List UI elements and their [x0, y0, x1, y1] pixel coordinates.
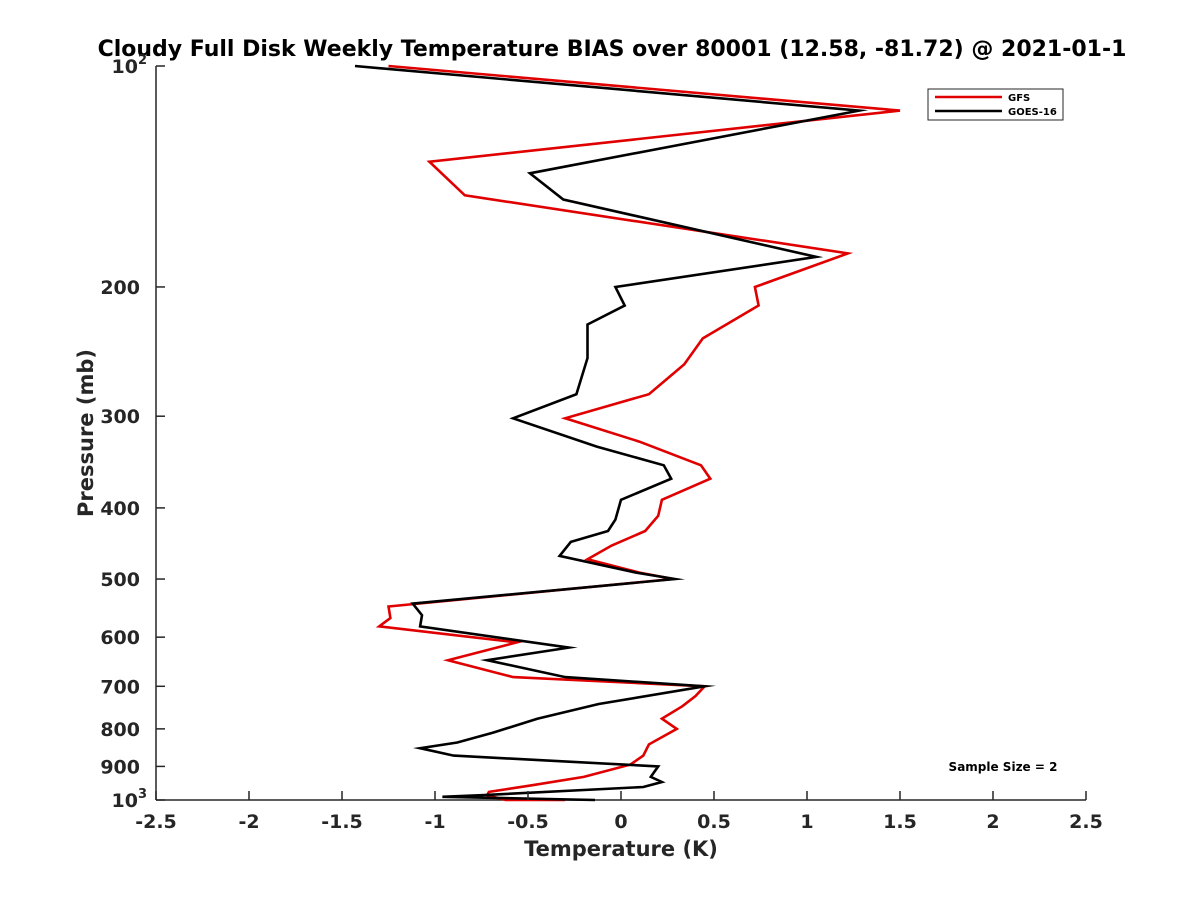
- x-tick-label: 1: [800, 811, 813, 833]
- x-tick-label: -0.5: [507, 811, 549, 833]
- chart-title: Cloudy Full Disk Weekly Temperature BIAS…: [98, 37, 1127, 62]
- y-tick-label: 400: [100, 498, 140, 520]
- y-tick-label: 600: [100, 627, 140, 649]
- y-tick-label: 200: [100, 277, 140, 299]
- x-tick-label: 0.5: [697, 811, 731, 833]
- series-layer: [354, 64, 901, 802]
- y-axis-label: Pressure (mb): [74, 349, 98, 517]
- x-tick-label: -2.5: [135, 811, 177, 833]
- y-tick-label: 103: [112, 787, 148, 812]
- legend-label: GOES-16: [1008, 107, 1057, 118]
- legend-box: [927, 88, 1064, 121]
- x-tick-label: 0: [614, 811, 627, 833]
- y-tick-label: 500: [100, 569, 140, 591]
- y-tick-label: 300: [100, 406, 140, 428]
- x-tick-label: 2: [986, 811, 999, 833]
- y-tick-label: 800: [100, 719, 140, 741]
- y-tick-label: 102: [112, 53, 148, 78]
- series-line-gfs: [375, 64, 901, 802]
- series-line-goes-16: [354, 64, 869, 802]
- y-tick-label: 700: [100, 676, 140, 698]
- x-tick-label: -1: [424, 811, 445, 833]
- x-tick-label: -1.5: [321, 811, 363, 833]
- plot-area: -2.5 -2 -1.5 -1 -0.5 0 0.5 1 1.5 2 2.5 102 200 300 40…: [100, 53, 1103, 833]
- x-axis-ticks: -2.5 -2 -1.5 -1 -0.5 0 0.5 1 1.5 2 2.5: [135, 791, 1103, 833]
- x-axis-label: Temperature (K): [524, 837, 718, 861]
- y-tick-label: 900: [100, 756, 140, 778]
- legend: GFS GOES-16: [927, 88, 1064, 121]
- x-tick-label: -2: [238, 811, 259, 833]
- sample-size-annotation: Sample Size = 2: [949, 760, 1058, 774]
- legend-label: GFS: [1008, 93, 1030, 104]
- y-axis-ticks: 102 200 300 400 500 600 700 800 900 103: [100, 53, 165, 812]
- x-tick-label: 2.5: [1069, 811, 1103, 833]
- x-tick-label: 1.5: [883, 811, 917, 833]
